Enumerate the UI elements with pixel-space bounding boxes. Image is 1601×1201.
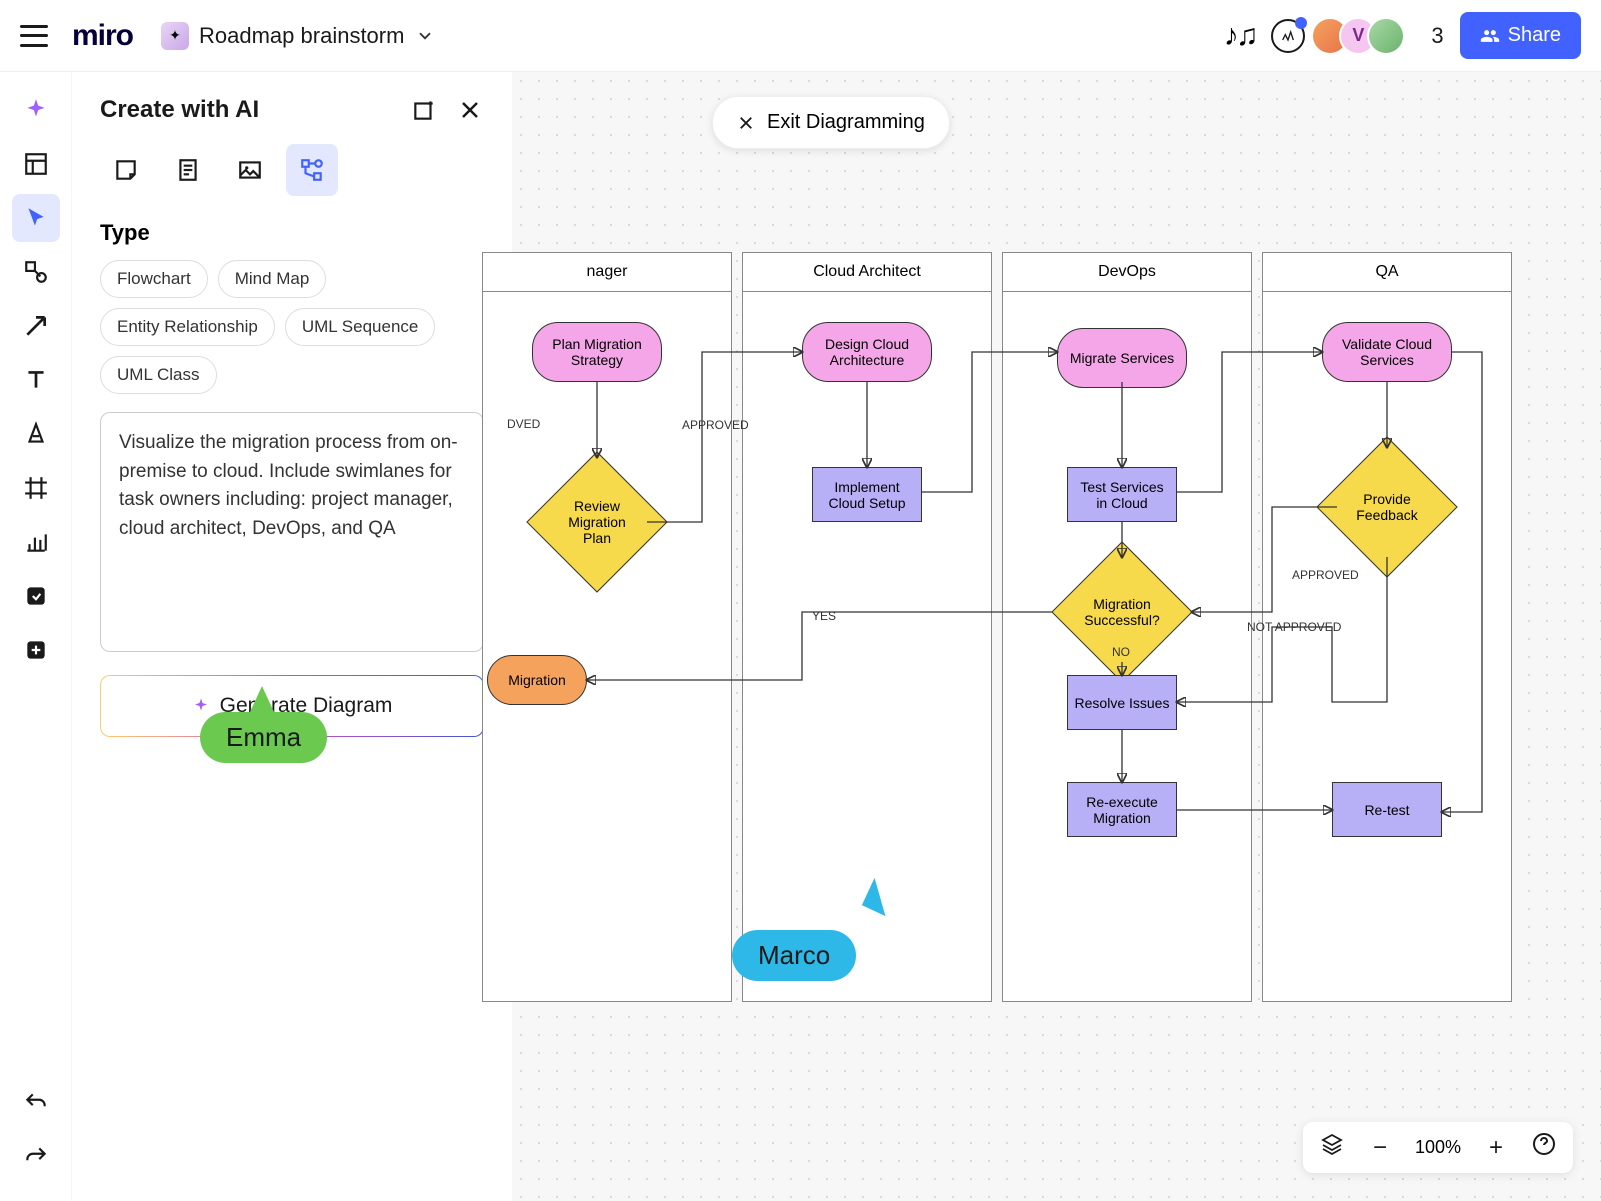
node-reexecute[interactable]: Re-execute Migration — [1067, 782, 1177, 837]
chip-er[interactable]: Entity Relationship — [100, 308, 275, 346]
swimlane-header: nager — [483, 253, 731, 292]
collaborator-avatars[interactable]: V — [1321, 17, 1405, 55]
chevron-down-icon — [416, 27, 434, 45]
node-test-services[interactable]: Test Services in Cloud — [1067, 467, 1177, 522]
swimlane-header: Cloud Architect — [743, 253, 991, 292]
close-icon — [737, 114, 755, 132]
menu-icon[interactable] — [20, 25, 48, 47]
chart-tool[interactable] — [12, 518, 60, 566]
node-design-cloud[interactable]: Design Cloud Architecture — [802, 322, 932, 382]
diagram-tab[interactable] — [286, 144, 338, 196]
board-icon: ✦ — [161, 22, 189, 50]
more-tool[interactable] — [12, 572, 60, 620]
help-icon[interactable] — [1531, 1132, 1557, 1163]
chip-uml-class[interactable]: UML Class — [100, 356, 217, 394]
frame-tool[interactable] — [12, 464, 60, 512]
edge-label: APPROVED — [1292, 568, 1359, 582]
prompt-input[interactable] — [100, 412, 484, 652]
sticky-tab[interactable] — [100, 144, 152, 196]
node-implement-setup[interactable]: Implement Cloud Setup — [812, 467, 922, 522]
reactions-icon[interactable]: ♪♫ — [1224, 19, 1256, 53]
swimlane-header: QA — [1263, 253, 1511, 292]
zoom-in-button[interactable]: + — [1483, 1134, 1509, 1162]
logo[interactable]: miro — [72, 19, 133, 53]
zoom-bar: − 100% + — [1303, 1122, 1573, 1173]
node-migration-end[interactable]: Migration — [487, 655, 587, 705]
avatar[interactable] — [1367, 17, 1405, 55]
expand-icon[interactable] — [410, 96, 438, 124]
top-bar: miro ✦ Roadmap brainstorm ♪♫ V 3 Share — [0, 0, 1601, 72]
add-tool[interactable] — [12, 626, 60, 674]
cursor-emma: Emma — [200, 712, 327, 763]
undo-tool[interactable] — [12, 1079, 60, 1127]
canvas[interactable]: Exit Diagramming nager Cloud Architect D… — [512, 72, 1601, 1201]
ai-sparkle-tool[interactable] — [12, 86, 60, 134]
left-toolbar — [0, 72, 72, 1201]
image-tab[interactable] — [224, 144, 276, 196]
type-chips: Flowchart Mind Map Entity Relationship U… — [100, 260, 484, 394]
cursor-marco: Marco — [732, 930, 856, 981]
shapes-tool[interactable] — [12, 248, 60, 296]
template-tool[interactable] — [12, 140, 60, 188]
chip-mindmap[interactable]: Mind Map — [218, 260, 327, 298]
swimlane-header: DevOps — [1003, 253, 1251, 292]
pointer-tool[interactable] — [12, 194, 60, 242]
ai-tab-row — [100, 144, 484, 196]
type-label: Type — [100, 220, 484, 246]
chip-uml-seq[interactable]: UML Sequence — [285, 308, 436, 346]
topbar-right: ♪♫ V 3 Share — [1224, 12, 1581, 59]
board-title: Roadmap brainstorm — [199, 23, 404, 49]
collaborator-count: 3 — [1431, 23, 1443, 49]
exit-diagramming-button[interactable]: Exit Diagramming — [712, 96, 950, 149]
node-migrate-services[interactable]: Migrate Services — [1057, 328, 1187, 388]
pen-tool[interactable] — [12, 410, 60, 458]
ai-panel-title: Create with AI — [100, 96, 259, 124]
text-tool[interactable] — [12, 356, 60, 404]
zoom-out-button[interactable]: − — [1367, 1134, 1393, 1162]
board-title-dropdown[interactable]: ✦ Roadmap brainstorm — [161, 22, 434, 50]
chip-flowchart[interactable]: Flowchart — [100, 260, 208, 298]
ai-panel: Create with AI Type Flowchart Mind Map E… — [72, 72, 512, 1201]
chat-icon[interactable] — [1271, 19, 1305, 53]
share-icon — [1480, 26, 1500, 46]
share-button[interactable]: Share — [1460, 12, 1581, 59]
node-resolve-issues[interactable]: Resolve Issues — [1067, 675, 1177, 730]
node-retest[interactable]: Re-test — [1332, 782, 1442, 837]
sparkle-icon — [192, 697, 210, 715]
zoom-value[interactable]: 100% — [1415, 1137, 1461, 1158]
edge-label: NOT APPROVED — [1247, 620, 1341, 634]
edge-label: DVED — [507, 417, 540, 431]
arrow-tool[interactable] — [12, 302, 60, 350]
node-plan-strategy[interactable]: Plan Migration Strategy — [532, 322, 662, 382]
close-icon[interactable] — [456, 96, 484, 124]
edge-label: APPROVED — [682, 418, 749, 432]
doc-tab[interactable] — [162, 144, 214, 196]
redo-tool[interactable] — [12, 1133, 60, 1181]
node-validate-cloud[interactable]: Validate Cloud Services — [1322, 322, 1452, 382]
layers-icon[interactable] — [1319, 1132, 1345, 1163]
edge-label: NO — [1112, 645, 1130, 659]
edge-label: YES — [812, 609, 836, 623]
